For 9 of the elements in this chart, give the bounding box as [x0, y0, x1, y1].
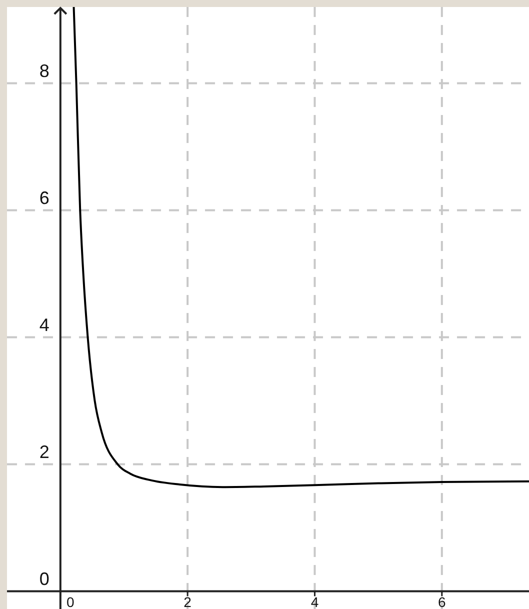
y-tick-label: 8: [39, 61, 50, 82]
x-tick-label: 4: [310, 594, 319, 609]
x-tick-label: 2: [184, 594, 192, 609]
x-tick-label: 6: [438, 594, 446, 609]
y-tick-label: 0: [39, 569, 50, 590]
y-tick-label: 6: [39, 188, 50, 208]
x-tick-label: 0: [66, 594, 75, 609]
y-tick-label: 2: [39, 442, 50, 462]
y-tick-label: 4: [39, 315, 50, 336]
